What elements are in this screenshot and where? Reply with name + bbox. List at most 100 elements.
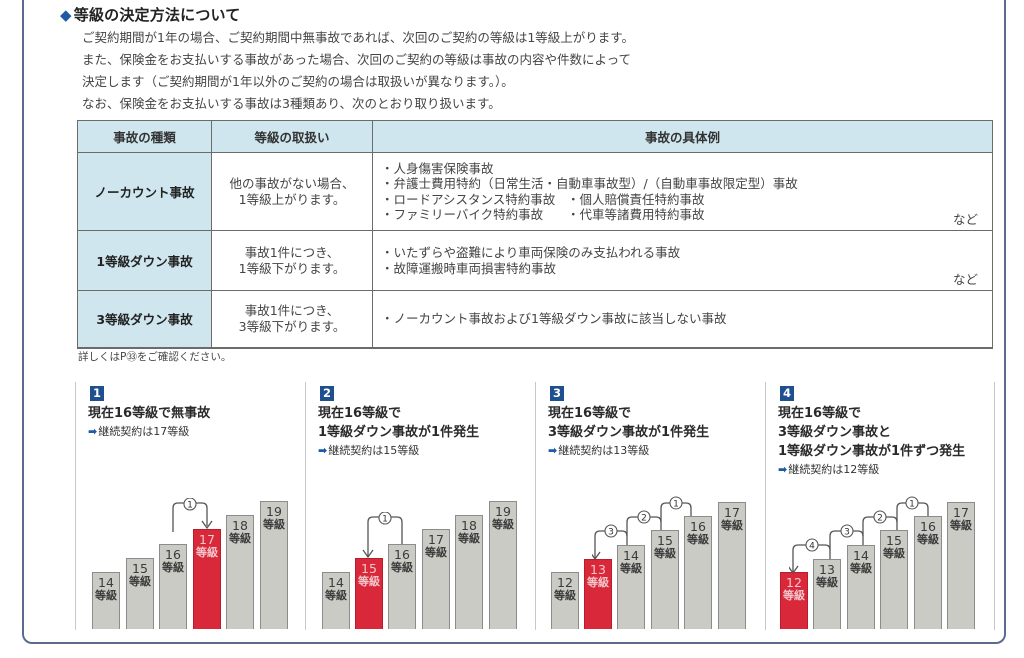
svg-text:3: 3 xyxy=(844,528,850,538)
grade-number: 18 xyxy=(232,518,248,533)
section-title-text: 等級の決定方法について xyxy=(73,6,241,24)
grade-unit: 等級 xyxy=(229,532,251,545)
arrow-right-icon: ➡ xyxy=(318,444,328,457)
example-result-text: 継続契約は12等級 xyxy=(788,463,880,476)
paragraph-line: また、保険金をお支払いする事故があった場合、次回のご契約の等級は事故の内容や件数… xyxy=(82,52,632,67)
reference-note: 詳しくはP㉝をご確認ください。 xyxy=(78,351,232,363)
svg-text:4: 4 xyxy=(809,542,815,552)
etc-label: など xyxy=(952,271,978,287)
grade-bar-highlighted: 17 等級 xyxy=(193,529,221,629)
example-item: ・個人賠償責任特約事故 xyxy=(567,191,705,207)
example-result-text: 継続契約は13等級 xyxy=(558,444,650,457)
paragraph-line: なお、保険金をお支払いする事故は3種類あり、次のとおり取り扱います。 xyxy=(82,96,501,111)
grade-unit: 等級 xyxy=(129,575,151,588)
handling-line: 1等級下がります。 xyxy=(238,260,346,276)
grade-bar: 14 等級 xyxy=(847,545,875,629)
grade-bar: 17 等級 xyxy=(947,502,975,629)
grade-bar: 17 等級 xyxy=(422,529,450,629)
grade-bar-highlighted: 13 等級 xyxy=(584,559,612,629)
grade-number: 17 xyxy=(199,532,215,547)
grade-unit: 等級 xyxy=(95,589,117,602)
step-arrows-down-icon: 1 2 3 4 xyxy=(789,496,929,575)
grade-handling-cell: 他の事故がない場合、 1等級上がります。 xyxy=(211,152,373,231)
example-panel-2: 2 現在16等級で 1等級ダウン事故が1件発生 ➡継続契約は15等級 xyxy=(305,382,535,630)
example-line: ・ノーカウント事故および1等級ダウン事故に該当しない事故 xyxy=(381,311,980,327)
example-result: ➡継続契約は13等級 xyxy=(548,442,709,459)
example-item: ・ファミリーバイク特約事故 xyxy=(381,207,544,222)
grade-number: 17 xyxy=(724,505,740,520)
grade-number: 13 xyxy=(819,562,835,577)
table-row: ノーカウント事故 他の事故がない場合、 1等級上がります。 ・人身傷害保険事故 … xyxy=(77,152,993,231)
example-number-badge: 2 xyxy=(320,386,334,401)
grade-bar: 19 等級 xyxy=(489,501,517,629)
svg-text:2: 2 xyxy=(641,514,647,524)
table-header-row: 事故の種類 等級の取扱い 事故の具体例 xyxy=(77,120,993,153)
grade-unit: 等級 xyxy=(162,561,184,574)
grade-bar: 16 等級 xyxy=(914,516,942,629)
grade-number: 15 xyxy=(361,561,377,576)
header-accident-type: 事故の種類 xyxy=(77,120,212,153)
example-item: ・代車等諸費用特約事故 xyxy=(567,207,705,222)
grade-bar: 15 等級 xyxy=(651,530,679,629)
example-number-badge: 1 xyxy=(90,386,104,401)
grade-number: 14 xyxy=(328,575,344,590)
examples-cell: ・人身傷害保険事故 ・弁護士費用特約（日常生活・自動車事故型）/（自動車事故限定… xyxy=(372,152,993,231)
example-title: 現在16等級で 1等級ダウン事故が1件発生 ➡継続契約は15等級 xyxy=(318,404,479,459)
grade-number: 15 xyxy=(657,533,673,548)
paragraph-line: ご契約期間が1年の場合、ご契約期間中無事故であれば、次回のご契約の等級は1等級上… xyxy=(82,30,635,45)
grade-number: 18 xyxy=(461,518,477,533)
grade-unit: 等級 xyxy=(391,561,413,574)
svg-text:1: 1 xyxy=(187,501,193,511)
grade-unit: 等級 xyxy=(816,576,838,589)
grade-unit: 等級 xyxy=(721,519,743,532)
grade-number: 16 xyxy=(394,547,410,562)
example-line: ・故障運搬時車両損害特約事故 xyxy=(381,261,980,277)
grade-number: 13 xyxy=(590,562,606,577)
example-title-line: 1等級ダウン事故が1件発生 xyxy=(318,425,480,440)
accident-type-table: 事故の種類 等級の取扱い 事故の具体例 ノーカウント事故 他の事故がない場合、 … xyxy=(77,120,993,349)
arrow-right-icon: ➡ xyxy=(778,463,788,476)
step-arrow-up-icon: 1 xyxy=(172,498,213,532)
grade-number: 14 xyxy=(98,575,114,590)
grade-unit: 等級 xyxy=(883,547,905,560)
examples-cell: ・ノーカウント事故および1等級ダウン事故に該当しない事故 xyxy=(372,290,993,349)
example-title-line: 現在16等級で xyxy=(778,406,862,421)
handling-line: 事故1件につき、 xyxy=(244,302,340,318)
handling-line: 3等級下がります。 xyxy=(238,318,346,334)
grade-handling-cell: 事故1件につき、 3等級下がります。 xyxy=(211,290,373,349)
step-arrow-down-icon: 1 xyxy=(362,512,403,559)
example-line: ・ファミリーバイク特約事故 ・代車等諸費用特約事故 xyxy=(381,207,980,223)
grade-number: 16 xyxy=(920,519,936,534)
grade-bar: 16 等級 xyxy=(159,544,187,629)
example-title-line: 現在16等級で xyxy=(318,406,402,421)
grade-bar: 12 等級 xyxy=(551,572,579,629)
grade-bar: 15 等級 xyxy=(126,558,154,629)
example-line: ・ロードアシスタンス特約事故 ・個人賠償責任特約事故 xyxy=(381,192,980,208)
grade-bar: 14 等級 xyxy=(322,572,350,629)
header-grade-handling: 等級の取扱い xyxy=(211,120,373,153)
grade-unit: 等級 xyxy=(917,533,939,546)
svg-text:1: 1 xyxy=(909,500,915,510)
example-item: ・いたずらや盗難により車両保険のみ支払われる事故 xyxy=(381,245,681,260)
example-result: ➡継続契約は12等級 xyxy=(778,461,965,478)
grade-bar-highlighted: 15 等級 xyxy=(355,558,383,629)
grade-bar: 19 等級 xyxy=(260,501,288,629)
grade-number: 15 xyxy=(886,533,902,548)
example-title: 現在16等級で 3等級ダウン事故が1件発生 ➡継続契約は13等級 xyxy=(548,404,709,459)
svg-text:1: 1 xyxy=(382,515,388,525)
example-panel-4: 4 現在16等級で 3等級ダウン事故と 1等級ダウン事故が1件ずつ発生 ➡継続契… xyxy=(765,382,995,630)
header-examples: 事故の具体例 xyxy=(372,120,993,153)
grade-unit: 等級 xyxy=(263,518,285,531)
svg-text:2: 2 xyxy=(877,514,883,524)
etc-label: など xyxy=(952,211,978,227)
example-panel-1: 1 現在16等級で無事故 ➡継続契約は17等級 xyxy=(75,382,305,630)
grade-number: 19 xyxy=(495,504,511,519)
example-panel-3: 3 現在16等級で 3等級ダウン事故が1件発生 ➡継続契約は13等級 xyxy=(535,382,765,630)
arrow-right-icon: ➡ xyxy=(88,425,98,438)
grade-bar: 13 等級 xyxy=(813,559,841,629)
table-row: 3等級ダウン事故 事故1件につき、 3等級下がります。 ・ノーカウント事故および… xyxy=(77,290,993,349)
grade-number: 16 xyxy=(165,547,181,562)
grade-bar-highlighted: 12 等級 xyxy=(780,572,808,629)
grade-bar: 14 等級 xyxy=(92,572,120,629)
grade-unit: 等級 xyxy=(458,532,480,545)
